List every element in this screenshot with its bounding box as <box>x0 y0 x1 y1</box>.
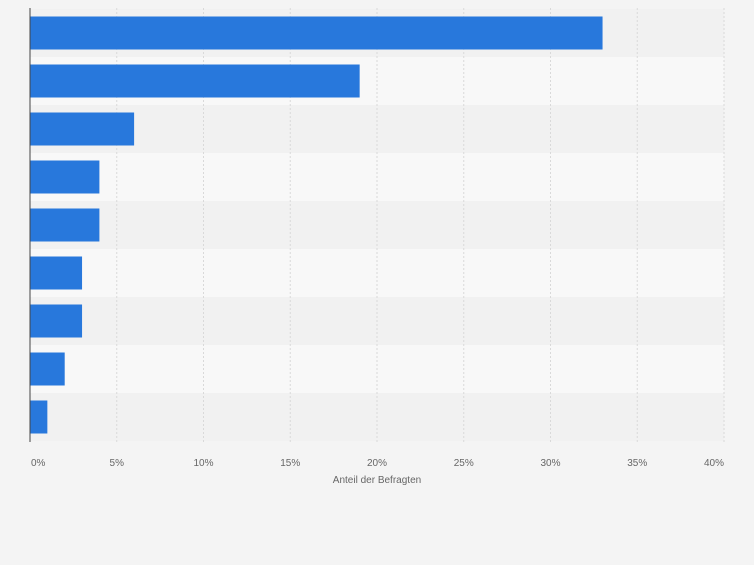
bar[interactable] <box>30 64 360 98</box>
bar[interactable] <box>30 16 603 50</box>
x-tick-label: 20% <box>367 458 387 469</box>
bar[interactable] <box>30 112 135 146</box>
x-tick-labels: 0% 5% 10% 15% 20% 25% 30% 35% 40% <box>31 458 724 469</box>
bar[interactable] <box>30 400 48 434</box>
bar[interactable] <box>30 256 83 290</box>
bar-series <box>30 16 603 434</box>
x-tick-label: 40% <box>704 458 724 469</box>
x-tick-label: 5% <box>110 458 125 469</box>
x-tick-label: 30% <box>540 458 560 469</box>
bar[interactable] <box>30 208 100 242</box>
x-axis-title: Anteil der Befragten <box>333 475 421 486</box>
x-tick-label: 25% <box>454 458 474 469</box>
x-tick-label: 35% <box>627 458 647 469</box>
bar[interactable] <box>30 304 83 338</box>
x-tick-label: 0% <box>31 458 46 469</box>
bar[interactable] <box>30 160 100 194</box>
x-tick-label: 15% <box>280 458 300 469</box>
bar[interactable] <box>30 352 65 386</box>
x-tick-label: 10% <box>193 458 213 469</box>
